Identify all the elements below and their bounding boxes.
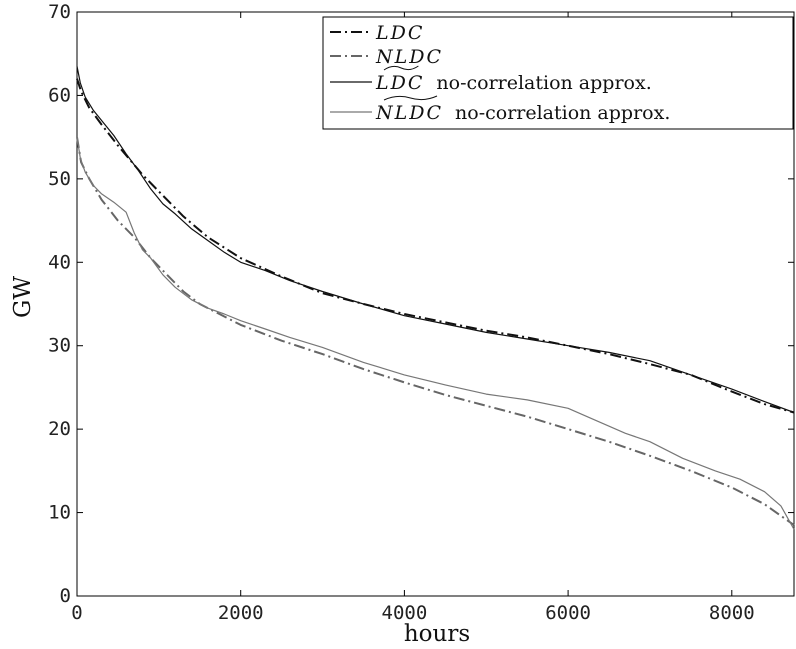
y-tick-label: 0 [60, 585, 71, 607]
axes-frame [76, 11, 795, 597]
x-axis-ticks: 0 2000 4000 6000 8000 [71, 12, 755, 624]
y-tick-label: 10 [48, 502, 71, 524]
y-tick-label: 50 [48, 168, 71, 190]
y-axis-label: GW [10, 276, 36, 318]
y-tick-label: 40 [48, 251, 71, 273]
series-line-4 [76, 137, 795, 530]
series-line-3 [76, 66, 795, 414]
series-line-1 [76, 78, 795, 414]
legend-label-4: NLDC no-correlation approx. [375, 102, 670, 124]
y-tick-label: 20 [48, 418, 71, 440]
y-axis-ticks: 0 10 20 30 40 50 60 70 [48, 1, 794, 607]
legend-tilde-accent [383, 95, 438, 101]
x-axis-label: hours [404, 621, 470, 647]
y-tick-label: 30 [48, 335, 71, 357]
legend-tilde-accent [383, 65, 419, 71]
y-tick-label: 60 [48, 84, 71, 106]
x-tick-label: 2000 [218, 602, 264, 624]
legend-box [322, 16, 794, 130]
legend-label-2: NLDC [375, 46, 443, 68]
series-line-2 [76, 136, 795, 526]
x-tick-label: 4000 [382, 602, 428, 624]
x-tick-label: 6000 [545, 602, 591, 624]
legend-label-3: LDC no-correlation approx. [375, 72, 652, 94]
y-tick-label: 70 [48, 1, 71, 23]
x-tick-label: 0 [71, 602, 82, 624]
plot-area [76, 11, 795, 597]
x-tick-label: 8000 [709, 602, 755, 624]
legend-label-1: LDC [375, 22, 424, 44]
